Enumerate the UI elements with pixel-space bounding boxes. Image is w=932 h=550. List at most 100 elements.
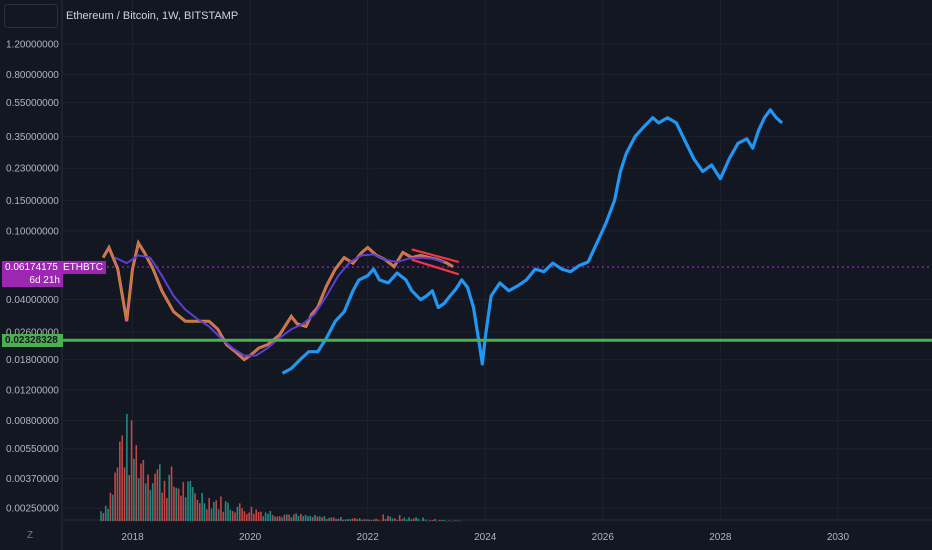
time-axis[interactable]: 2018 2020 2022 2024 2026 2028 2030 <box>121 532 849 543</box>
volume-bar <box>175 487 178 522</box>
volume-bar <box>253 513 255 522</box>
volume-bar <box>365 519 368 522</box>
volume-bar <box>302 516 305 522</box>
volume-bar <box>191 487 194 522</box>
volume-bar <box>156 469 159 522</box>
support-level-label: 0.02328328 <box>2 334 63 347</box>
volume-bar <box>210 508 213 522</box>
volume-bar <box>109 492 112 522</box>
volume-bar <box>161 492 163 522</box>
price-tick-label: 0.04000000 <box>6 295 59 306</box>
z-icon[interactable]: Z <box>27 530 34 541</box>
time-tick-label: 2026 <box>592 532 615 543</box>
volume-bar <box>384 518 387 522</box>
volume-bar <box>452 520 455 522</box>
volume-bar <box>337 518 340 522</box>
price-tick-label: 0.35000000 <box>6 132 59 143</box>
time-tick-label: 2020 <box>239 532 262 543</box>
volume-bar <box>177 488 180 522</box>
volume-bar <box>351 518 354 522</box>
volume-bar <box>257 512 260 522</box>
volume-bar <box>250 506 253 522</box>
volume-bar <box>309 515 312 522</box>
volume-bar <box>419 520 422 522</box>
volume-bar <box>293 514 295 522</box>
volume-bar <box>304 514 307 522</box>
volume-bar <box>269 510 272 522</box>
volume-bar <box>123 467 126 522</box>
volume-bar <box>276 516 279 522</box>
volume-bar <box>403 517 406 522</box>
price-tick-label: 0.80000000 <box>6 70 59 81</box>
time-tick-label: 2024 <box>474 532 497 543</box>
symbol-label: ETHBTC <box>60 261 106 274</box>
price-tick-label: 0.00800000 <box>6 416 59 427</box>
volume-bar <box>264 512 267 522</box>
volume-bar <box>255 509 257 522</box>
volume-bar <box>170 466 173 522</box>
volume-bar <box>297 515 300 522</box>
volume-bar <box>166 498 168 522</box>
volume-bar <box>422 517 424 522</box>
price-tick-label: 0.02600000 <box>6 327 59 338</box>
price-tick-label: 1.20000000 <box>6 40 59 51</box>
volume-bar <box>102 513 105 522</box>
price-tick-label: 0.00250000 <box>6 504 59 515</box>
volume-bar <box>328 517 330 522</box>
chart-title: Ethereum / Bitcoin, 1W, BITSTAMP <box>66 10 239 22</box>
volume-bar <box>208 497 210 522</box>
volume-bar <box>335 518 337 522</box>
volume-bar <box>180 495 182 522</box>
volume-bar <box>271 514 274 522</box>
volume-bar <box>431 520 434 522</box>
volume-bar <box>401 519 403 522</box>
volume-bar <box>363 519 366 522</box>
volume-bar <box>415 517 417 522</box>
moving-average-line <box>114 253 445 357</box>
volume-bar <box>100 511 102 522</box>
volume-bar <box>116 467 119 522</box>
volume-bar <box>375 518 377 522</box>
forecast-projection-line <box>281 108 784 375</box>
volume-bar <box>455 520 457 522</box>
volume-bar <box>450 520 453 522</box>
volume-bar <box>340 517 342 522</box>
volume-bar <box>372 519 375 522</box>
volume-bar <box>107 508 109 522</box>
volume-bar <box>361 519 363 522</box>
volume-bar <box>130 420 133 522</box>
volume-bar <box>128 474 131 522</box>
volume-bar <box>325 519 328 522</box>
price-tick-label: 0.23000000 <box>6 164 59 175</box>
symbol-search-box[interactable] <box>4 4 58 28</box>
volume-bar <box>260 511 262 522</box>
price-axis[interactable]: 1.20000000 0.80000000 0.55000000 0.35000000… <box>6 40 59 515</box>
volume-bar <box>410 519 413 522</box>
volume-bar <box>121 435 123 522</box>
volume-bar <box>137 478 140 522</box>
volume-bar <box>332 517 335 522</box>
volume-bar <box>278 516 281 522</box>
volume-bar <box>330 517 333 522</box>
wedge-lower-line <box>411 258 460 276</box>
volume-bar <box>434 518 436 522</box>
volume-bar <box>147 474 149 522</box>
volume-bar <box>213 502 215 522</box>
volume-bar <box>429 520 431 522</box>
volume-bar <box>349 519 352 522</box>
volume-bar <box>203 503 206 522</box>
volume-bar <box>142 459 145 522</box>
volume-bar <box>163 480 166 522</box>
price-tick-label: 0.01800000 <box>6 355 59 366</box>
volume-bar <box>427 520 429 522</box>
volume-bar <box>111 494 114 522</box>
volume-bar <box>405 519 408 522</box>
volume-bar <box>133 458 135 522</box>
bar-countdown-label: 6d 21h <box>2 274 63 287</box>
volume-bar <box>448 520 450 522</box>
volume-bar <box>370 520 373 522</box>
volume-bar <box>281 517 283 522</box>
volume-bar <box>236 506 239 522</box>
